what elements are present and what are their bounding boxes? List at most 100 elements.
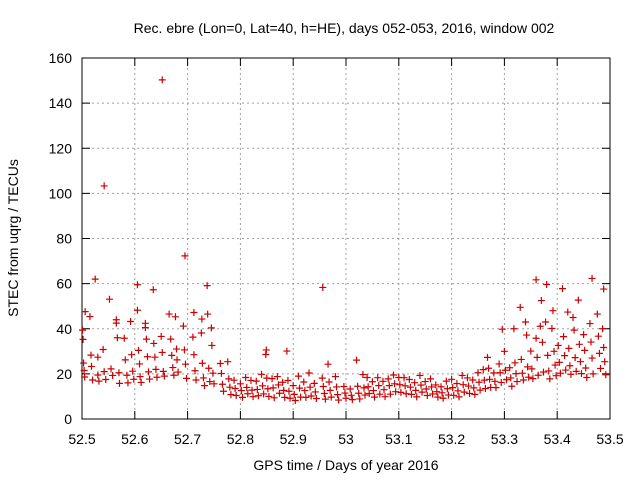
data-point: [417, 381, 425, 389]
data-point: [422, 385, 430, 393]
data-point: [543, 281, 551, 289]
data-point: [89, 376, 97, 384]
data-point: [550, 347, 558, 355]
data-point: [203, 282, 211, 290]
data-point: [355, 389, 363, 397]
data-point: [275, 389, 283, 397]
data-point: [169, 364, 177, 372]
data-point: [281, 393, 289, 401]
data-point: [332, 383, 340, 391]
data-point: [112, 316, 120, 324]
data-point: [463, 374, 471, 382]
data-point: [348, 396, 356, 404]
data-point: [346, 385, 354, 393]
x-tick-label: 53.4: [544, 431, 571, 447]
data-point: [564, 308, 572, 316]
data-point: [320, 390, 328, 398]
data-point: [437, 383, 445, 391]
data-point: [91, 275, 99, 283]
data-point: [174, 368, 182, 376]
data-point: [454, 387, 462, 395]
data-point: [153, 373, 161, 381]
data-point: [247, 376, 255, 384]
data-point: [209, 369, 217, 377]
data-point: [273, 373, 281, 381]
data-point: [160, 372, 168, 380]
data-point: [448, 375, 456, 383]
data-point: [529, 375, 537, 383]
data-point: [356, 395, 364, 403]
data-point: [80, 359, 88, 367]
data-point: [534, 371, 542, 379]
data-point: [88, 362, 96, 370]
data-point: [522, 318, 530, 326]
data-point: [283, 347, 291, 355]
data-point: [324, 360, 332, 368]
data-point: [485, 364, 493, 372]
data-point: [347, 391, 355, 399]
data-point: [490, 369, 498, 377]
data-point: [143, 353, 151, 361]
data-point: [406, 383, 414, 391]
data-point: [545, 367, 553, 375]
data-point: [503, 376, 511, 384]
data-point: [227, 391, 235, 399]
data-point: [562, 366, 570, 374]
data-point: [249, 393, 257, 401]
data-point: [159, 367, 167, 375]
data-point: [220, 387, 228, 395]
data-point: [236, 380, 244, 388]
data-point: [552, 372, 560, 380]
data-point: [260, 390, 268, 398]
data-point: [572, 367, 580, 375]
data-point: [285, 387, 293, 395]
data-point: [433, 388, 441, 396]
data-point: [438, 389, 446, 397]
data-point: [107, 365, 115, 373]
data-point: [173, 356, 181, 364]
data-point: [231, 385, 239, 393]
data-point: [259, 382, 267, 390]
data-point: [318, 374, 326, 382]
data-point: [306, 383, 314, 391]
data-point: [453, 380, 461, 388]
data-point: [442, 377, 450, 385]
y-tick-label: 60: [56, 276, 72, 292]
data-point: [270, 394, 278, 402]
data-point: [449, 384, 457, 392]
y-tick-label: 160: [49, 50, 73, 66]
data-point: [305, 369, 313, 377]
data-point: [596, 364, 604, 372]
data-point: [542, 318, 550, 326]
data-point: [191, 367, 199, 375]
data-point: [218, 380, 226, 388]
data-point: [124, 379, 132, 387]
data-point: [511, 359, 519, 367]
data-point: [512, 370, 520, 378]
data-point: [392, 388, 400, 396]
data-point: [443, 385, 451, 393]
data-point: [142, 335, 150, 343]
data-point: [537, 297, 545, 305]
data-point: [208, 341, 216, 349]
data-point: [80, 366, 88, 374]
data-point: [331, 373, 339, 381]
data-point: [548, 325, 556, 333]
data-point: [566, 362, 574, 370]
data-point: [268, 375, 276, 383]
data-point: [491, 377, 499, 385]
data-point: [342, 394, 350, 402]
x-tick-label: 52.9: [280, 431, 307, 447]
data-point: [554, 341, 562, 349]
data-point: [510, 325, 518, 333]
data-point: [133, 281, 141, 289]
data-point: [179, 322, 187, 330]
data-point: [391, 380, 399, 388]
y-tick-label: 100: [49, 185, 73, 201]
data-point: [141, 324, 149, 332]
data-point: [302, 393, 310, 401]
data-point: [546, 375, 554, 383]
data-point: [407, 390, 415, 398]
data-point: [561, 352, 569, 360]
data-point: [87, 351, 95, 359]
